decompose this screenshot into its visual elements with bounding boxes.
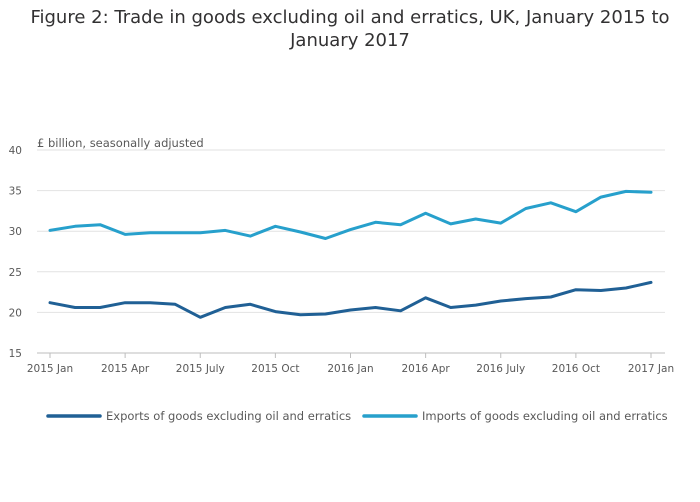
chart-title: Figure 2: Trade in goods excluding oil a… [0, 6, 700, 52]
x-axis: 2015 Jan 2015 Apr 2015 July 2015 Oct 2016 Ja… [27, 352, 674, 375]
x-tick-label: 2016 Jan [327, 363, 373, 375]
x-tick-label: 2015 Apr [101, 363, 150, 375]
chart-title-line-2: January 2017 [290, 30, 410, 51]
y-tick-label: 35 [9, 186, 22, 198]
legend-label-exports: Exports of goods excluding oil and errat… [106, 409, 351, 423]
x-tick-label: 2016 Apr [402, 363, 451, 375]
y-tick-label: 20 [9, 307, 22, 319]
legend: Exports of goods excluding oil and errat… [46, 409, 668, 423]
legend-label-imports: Imports of goods excluding oil and errat… [422, 409, 668, 423]
y-tick-label: 40 [9, 145, 22, 157]
y-axis-unit-label: £ billion, seasonally adjusted [37, 136, 204, 150]
gridlines [37, 149, 665, 313]
x-tick-label: 2015 Oct [251, 363, 299, 375]
x-tick-label: 2015 July [176, 363, 225, 375]
exports-series-line [48, 280, 653, 319]
y-tick-label: 15 [9, 348, 22, 360]
y-axis: 15 20 25 30 35 40 [9, 145, 22, 360]
x-tick-label: 2016 Oct [552, 363, 600, 375]
x-tick-label: 2015 Jan [27, 363, 73, 375]
x-tick-label: 2017 Jan [628, 363, 674, 375]
chart-title-line-1: Figure 2: Trade in goods excluding oil a… [30, 7, 670, 28]
x-tick-label: 2016 July [476, 363, 525, 375]
y-tick-label: 30 [9, 226, 22, 238]
series-lines [48, 189, 653, 319]
imports-series-line [48, 189, 653, 240]
y-tick-label: 25 [9, 267, 22, 279]
